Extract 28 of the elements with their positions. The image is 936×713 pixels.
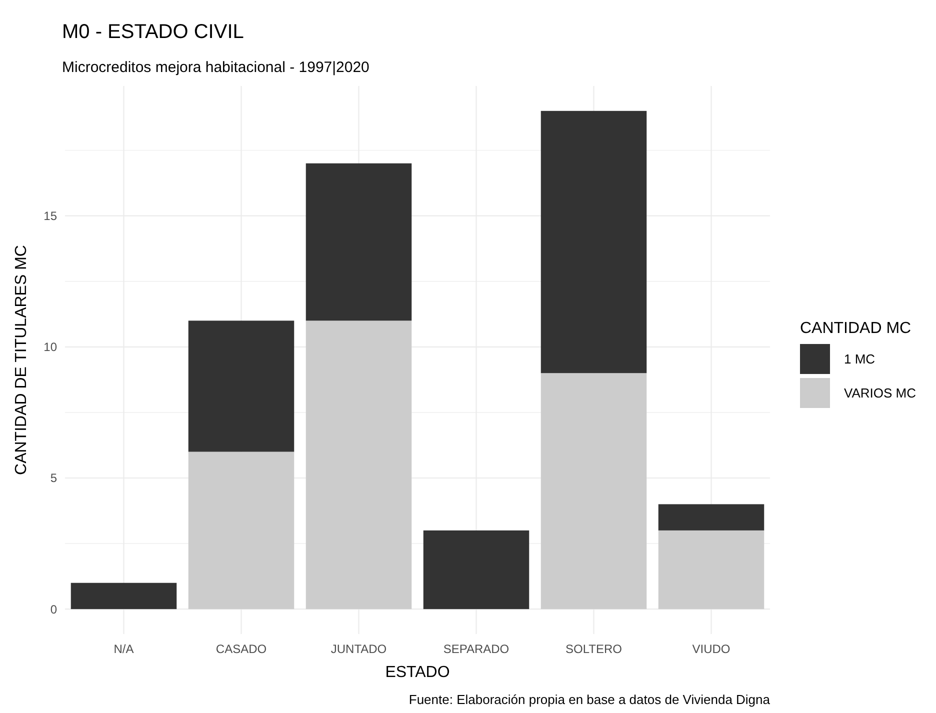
x-axis-title: ESTADO <box>385 664 450 681</box>
x-tick-label: VIUDO <box>692 642 730 656</box>
y-tick-label: 5 <box>50 471 58 486</box>
bar <box>540 373 647 610</box>
bar <box>188 320 294 452</box>
x-tick-label: CASADO <box>216 642 267 656</box>
source-note: Fuente: Elaboración propia en base a datos de Vivienda Digna <box>408 692 771 707</box>
chart-subtitle: Microcreditos mejora habitacional - 1997|2020 <box>62 59 370 76</box>
bar <box>540 110 647 374</box>
y-tick-label: 0 <box>50 602 58 616</box>
bar <box>658 504 764 530</box>
y-axis-title: CANTIDAD DE TITULARES MC <box>13 245 30 475</box>
bar <box>306 163 412 321</box>
x-tick-label: SOLTERO <box>566 642 622 656</box>
legend-label: 1 MC <box>844 352 876 367</box>
bar <box>423 530 530 610</box>
bar <box>306 320 412 610</box>
bar <box>658 530 764 610</box>
chart-title: M0 - ESTADO CIVIL <box>62 21 244 43</box>
y-tick-label: 15 <box>44 208 58 223</box>
bar <box>188 452 294 610</box>
x-tick-label: N/A <box>114 642 134 656</box>
legend-title: CANTIDAD MC <box>800 320 912 337</box>
y-tick-label: 10 <box>44 340 58 354</box>
legend-label: VARIOS MC <box>844 386 916 401</box>
x-tick-label: JUNTADO <box>330 642 387 656</box>
x-tick-label: SEPARADO <box>443 642 510 656</box>
bar <box>70 582 177 610</box>
